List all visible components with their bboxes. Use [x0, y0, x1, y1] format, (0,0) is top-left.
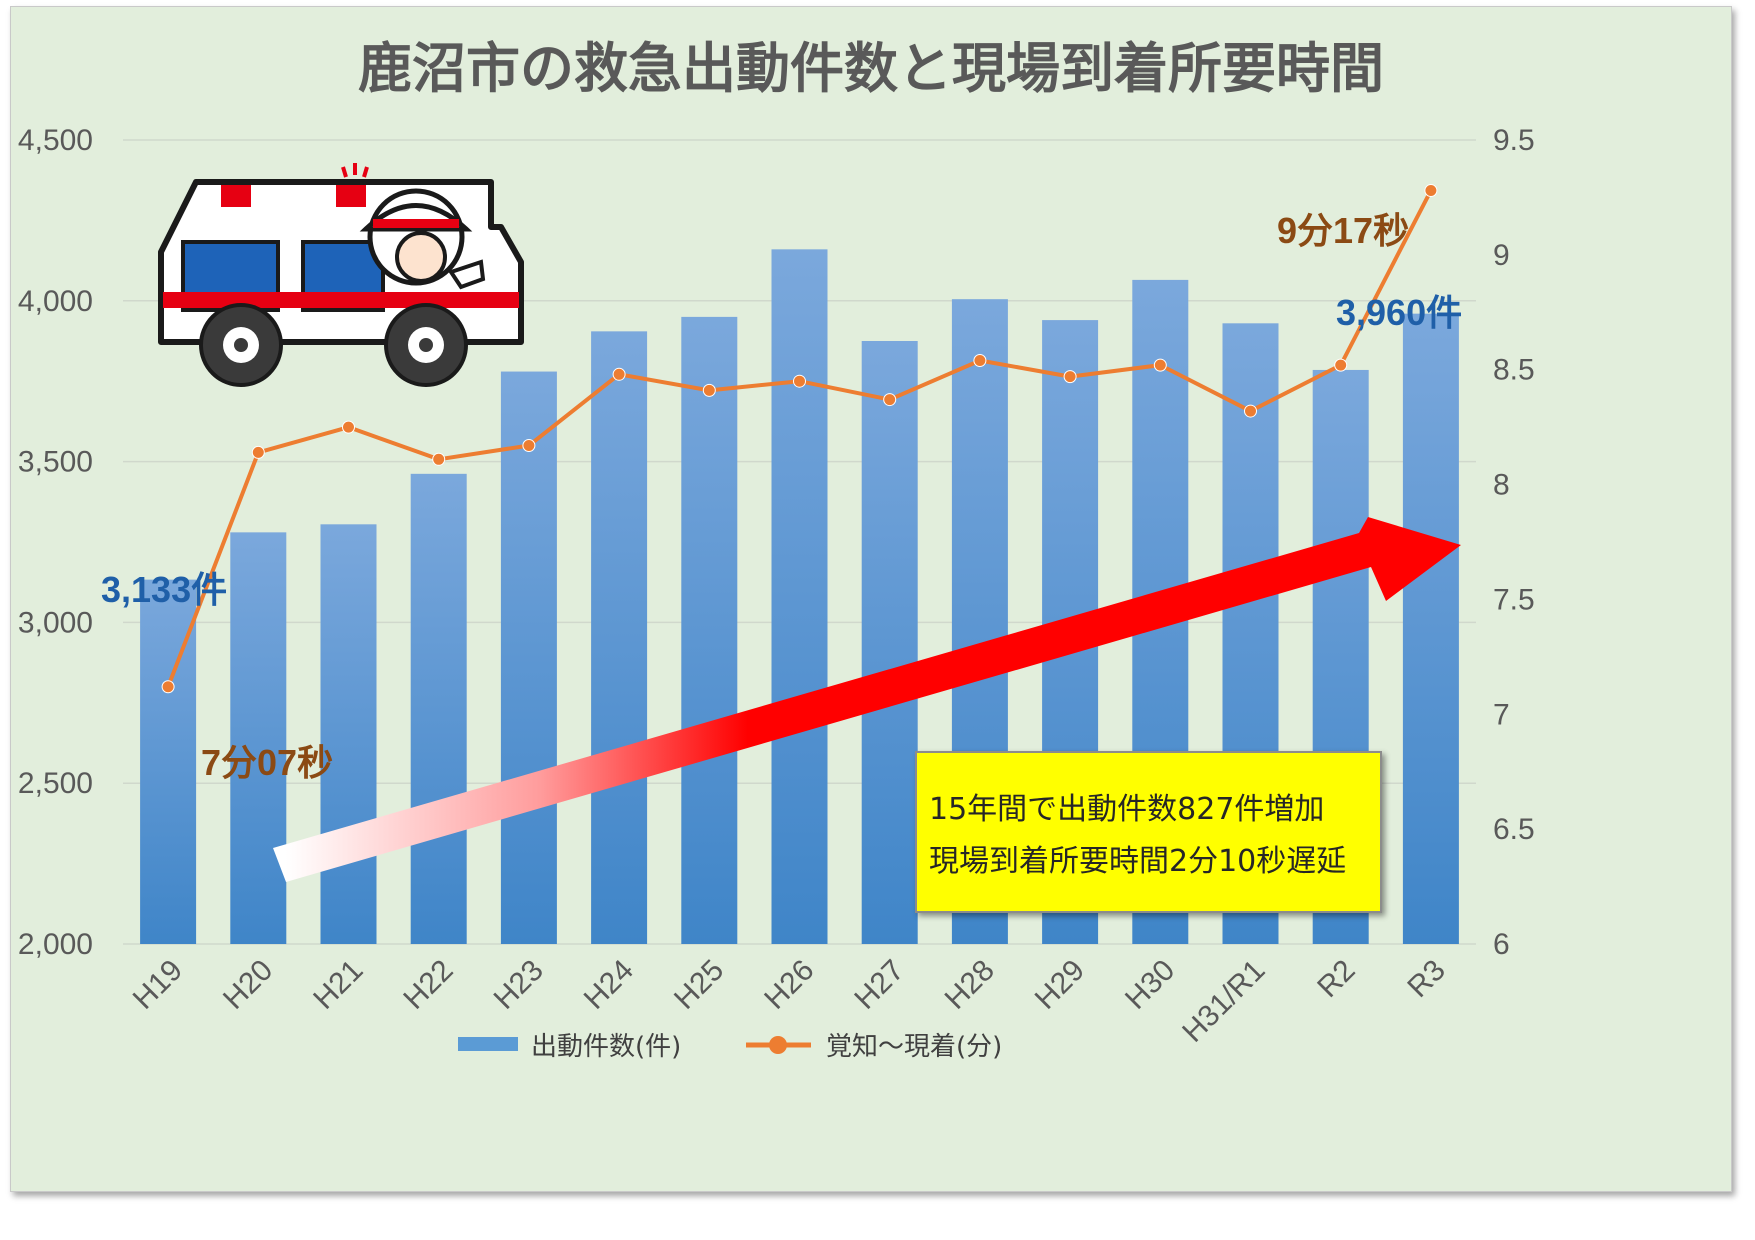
chart-svg: 鹿沼市の救急出動件数と現場到着所要時間 2,000 2,500 3,000 3,500…: [11, 7, 1731, 1191]
first-time-label: 7分07秒: [201, 742, 333, 783]
time-point: [161, 680, 175, 694]
right-tick-label: 7: [1493, 698, 1510, 731]
time-point: [1244, 404, 1257, 418]
left-tick-label: 2,500: [18, 767, 93, 800]
summary-note-line2: 現場到着所要時間2分10秒遅延: [929, 844, 1346, 879]
time-point: [1063, 370, 1077, 384]
left-axis: 2,000 2,500 3,000 3,500 4,000 4,500: [18, 124, 93, 961]
legend-line-label: 覚知～現着(分): [826, 1032, 1002, 1062]
first-count-label: 3,133件: [101, 569, 227, 610]
time-point: [1424, 184, 1438, 198]
bar: [591, 331, 648, 944]
left-tick-label: 2,000: [18, 928, 93, 961]
right-tick-label: 6.5: [1493, 813, 1535, 846]
right-axis: 6 6.5 7 7.5 8 8.5 9 9.5: [1493, 124, 1535, 961]
left-tick-label: 4,500: [18, 124, 93, 157]
time-point: [612, 367, 626, 381]
bar: [861, 341, 918, 944]
right-tick-label: 7.5: [1493, 583, 1535, 616]
legend-line-marker: [769, 1036, 787, 1054]
right-tick-label: 6: [1493, 928, 1510, 961]
legend-bar-label: 出動件数(件): [531, 1032, 681, 1062]
bar: [320, 524, 377, 944]
right-tick-label: 8.5: [1493, 354, 1535, 387]
legend: 出動件数(件) 覚知～現着(分): [458, 1032, 1002, 1062]
left-tick-label: 4,000: [18, 285, 93, 318]
time-point: [251, 445, 265, 459]
chart-title: 鹿沼市の救急出動件数と現場到着所要時間: [358, 37, 1384, 100]
time-point: [522, 439, 536, 453]
chart-frame: 鹿沼市の救急出動件数と現場到着所要時間 2,000 2,500 3,000 3,500…: [10, 6, 1732, 1192]
right-tick-label: 8: [1493, 469, 1510, 502]
time-point: [793, 374, 806, 388]
time-point: [432, 452, 446, 466]
bar: [771, 249, 828, 944]
left-tick-label: 3,500: [18, 446, 93, 479]
last-count-label: 3,960件: [1336, 292, 1462, 333]
right-tick-label: 9.5: [1493, 124, 1535, 157]
time-point: [973, 354, 987, 368]
bar: [681, 316, 738, 944]
legend-bar-swatch: [458, 1037, 518, 1051]
ambulance-with-driver-icon: [158, 163, 524, 387]
bar: [410, 473, 467, 944]
summary-note-line1: 15年間で出動件数827件増加: [929, 792, 1324, 827]
bar: [230, 532, 287, 944]
time-point: [1153, 358, 1167, 372]
time-point: [342, 420, 355, 434]
time-point: [1334, 358, 1348, 372]
bar: [1402, 313, 1459, 944]
trend-arrow-icon: [273, 517, 1461, 882]
last-time-label: 9分17秒: [1277, 210, 1409, 251]
summary-note: 15年間で出動件数827件増加 現場到着所要時間2分10秒遅延: [915, 751, 1382, 913]
time-point: [883, 393, 897, 407]
right-tick-label: 9: [1493, 239, 1510, 272]
bar: [500, 371, 557, 944]
time-point: [702, 383, 716, 397]
line-series: [161, 184, 1438, 694]
left-tick-label: 3,000: [18, 606, 93, 639]
